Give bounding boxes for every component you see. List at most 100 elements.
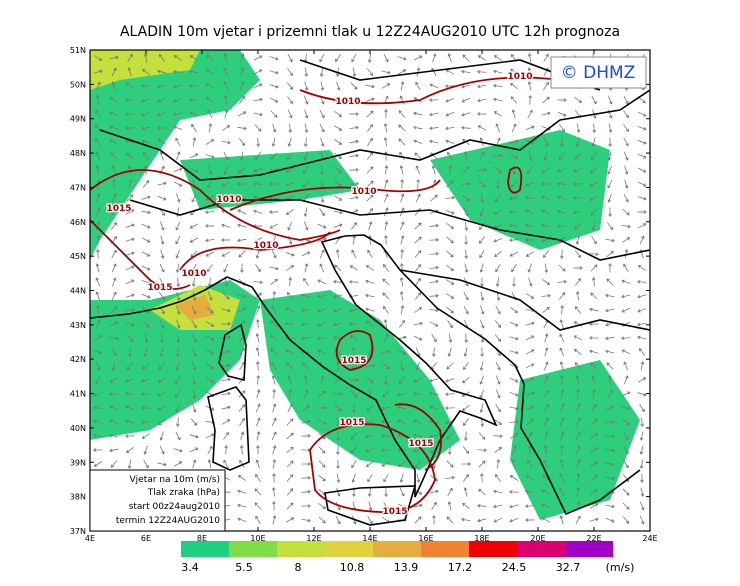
wind-arrow [159,151,164,161]
wind-arrow [301,322,311,327]
wind-arrow [125,112,135,117]
wind-arrow [413,335,423,341]
border [99,59,651,331]
wind-arrow [319,67,324,77]
info-box-frame [89,469,226,532]
wind-arrow [397,405,407,410]
wind-arrow [429,434,439,439]
wind-arrow [111,81,116,91]
wind-arrow [221,419,231,425]
wind-arrow [256,305,261,315]
wind-arrow [256,431,261,441]
wind-arrow [447,487,453,497]
wind-arrow [317,294,327,299]
wind-arrow [461,112,471,117]
wind-arrow [637,140,647,145]
wind-arrow [400,249,404,259]
wind-arrow [429,279,439,284]
wind-arrow [286,502,294,510]
wind-arrow [621,307,631,313]
wind-arrow [157,377,167,383]
wind-arrow [238,166,246,174]
isobar [179,231,331,271]
wind-arrow [463,151,468,161]
wind-arrow [415,81,421,91]
wind-arrow [191,319,197,329]
wind-arrow [541,294,551,298]
isobar-label: 1015 [408,439,433,449]
wind-arrow [365,293,375,298]
wind-arrow [525,238,535,242]
wind-arrow [271,235,277,245]
wind-arrow [381,70,391,75]
longitude-label: 12E [306,534,321,543]
wind-arrow [206,363,215,369]
wind-arrow [383,207,389,217]
wind-arrow [541,238,551,243]
wind-arrow [541,182,551,186]
wind-arrow [607,193,612,203]
wind-arrow [461,462,471,466]
wind-arrow [448,165,453,175]
wind-arrow [480,319,485,329]
wind-arrow [256,137,260,147]
isobar-label: 1015 [339,418,364,428]
wind-arrow [192,375,197,385]
wind-arrow [447,501,452,511]
wind-arrow [477,504,487,508]
wind-arrow [413,377,423,383]
longitude-label: 20E [530,534,545,543]
wind-arrow [189,84,199,88]
wind-arrow [525,391,535,396]
wind-arrow [95,207,101,217]
wind-arrow [207,291,213,301]
wind-arrow [303,95,309,105]
wind-arrow [237,223,247,228]
wind-arrow [429,238,439,242]
wind-arrow [413,139,423,145]
wind-arrow [350,362,358,370]
wind-arrow [159,431,164,441]
colorbar-swatch [517,541,565,557]
wind-arrow [637,392,647,397]
wind-arrow [93,419,103,424]
wind-arrow [415,165,421,175]
wind-arrow [557,209,567,214]
wind-arrow [381,349,391,354]
wind-arrow [541,195,551,201]
wind-arrow [591,277,596,287]
wind-arrow [382,305,389,314]
isobar-label: 1015 [106,204,131,214]
wind-arrow [605,517,615,523]
wind-arrow [543,151,548,161]
wind-arrow [365,279,375,284]
wind-arrow [637,210,647,214]
longitude-label: 18E [474,534,489,543]
wind-arrow [590,474,599,481]
wind-arrow [575,137,580,147]
wind-arrow [495,305,501,315]
wind-arrow [589,433,599,439]
latitude-label: 45N [70,252,86,261]
wind-arrow [525,489,535,494]
wind-arrow [175,390,181,399]
wind-arrow [221,322,231,326]
wind-arrow [159,445,165,455]
wind-arrow [525,518,535,522]
wind-arrow [528,95,532,105]
wind-arrow [413,321,423,326]
wind-arrow [141,195,151,200]
wind-arrow [237,489,247,494]
wind-arrow [573,182,583,186]
wind-arrow [253,209,263,214]
wind-arrow [125,322,135,327]
wind-arrow [301,476,311,480]
wind-arrow [382,264,390,272]
wind-arrow [95,137,101,146]
colorbar-label: 10.8 [340,561,365,574]
wind-arrow [559,124,565,133]
wind-arrow [591,137,596,147]
wind-arrow [223,151,229,161]
wind-arrow [255,515,261,525]
wind-arrow [270,334,278,342]
